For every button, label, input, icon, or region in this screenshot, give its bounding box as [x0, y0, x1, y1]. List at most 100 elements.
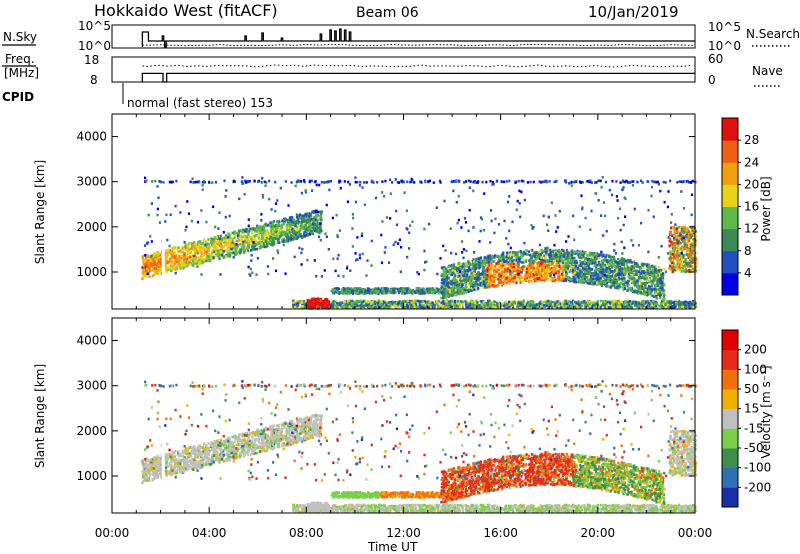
power-cell	[222, 239, 225, 242]
power-cell	[316, 222, 319, 225]
power-cell	[320, 212, 323, 215]
power-cell	[317, 306, 320, 310]
power-cell	[282, 240, 285, 243]
power-cell	[165, 259, 168, 263]
power-cell	[266, 235, 269, 238]
power-cell	[226, 245, 229, 248]
power-cell	[677, 242, 680, 246]
power-cell	[173, 261, 176, 264]
power-cell	[553, 275, 556, 279]
power-cell	[233, 232, 236, 235]
power-cell	[561, 301, 564, 304]
power-cell	[392, 301, 395, 304]
power-cell	[576, 301, 579, 305]
power-cell	[176, 258, 179, 262]
power-cell	[691, 229, 694, 232]
power-cell	[306, 226, 309, 230]
power-cell	[678, 264, 682, 268]
power-cell	[423, 306, 426, 309]
power-cell	[426, 305, 429, 309]
power-cell	[290, 234, 293, 237]
power-cell	[147, 264, 150, 268]
power-cell	[298, 234, 301, 238]
power-cell	[418, 292, 421, 295]
power-cell	[167, 248, 170, 252]
power-cell	[355, 304, 358, 307]
power-cell	[403, 292, 406, 295]
power-cell	[269, 221, 272, 224]
power-cell	[468, 306, 471, 310]
power-cell	[679, 256, 682, 260]
power-cell	[412, 303, 415, 307]
power-cell	[693, 249, 696, 252]
power-cell	[684, 270, 687, 274]
power-cell	[625, 300, 628, 304]
power-cell	[308, 303, 311, 306]
power-cell	[159, 265, 162, 269]
power-cell	[224, 243, 227, 246]
power-cell	[551, 303, 555, 306]
power-cell	[629, 305, 632, 309]
power-cell	[520, 254, 523, 258]
power-cell	[423, 299, 426, 303]
power-cell	[256, 242, 260, 245]
power-cell	[623, 273, 626, 277]
power-cell	[588, 300, 591, 304]
power-cell	[685, 262, 688, 265]
power-cell	[318, 224, 321, 227]
power-cell	[560, 253, 563, 257]
power-cell	[261, 240, 264, 244]
power-cell	[452, 263, 456, 266]
power-cell	[669, 237, 672, 241]
power-cell	[531, 304, 534, 307]
power-cell	[469, 285, 472, 289]
power-cell	[437, 289, 440, 292]
power-cell	[471, 305, 474, 309]
power-cell	[393, 291, 396, 295]
power-cell	[421, 292, 424, 295]
power-cell	[691, 261, 694, 264]
power-cell	[240, 246, 243, 249]
power-cell	[201, 254, 205, 258]
power-cell	[589, 273, 592, 276]
power-cell	[680, 254, 683, 258]
power-cell	[551, 304, 554, 308]
power-cell	[152, 254, 155, 258]
power-cell	[370, 292, 374, 295]
power-cell	[155, 252, 158, 256]
power-cell	[321, 300, 324, 304]
power-cell	[508, 305, 511, 309]
power-cell	[211, 240, 214, 244]
power-cell	[171, 265, 174, 268]
power-cell	[462, 291, 465, 295]
power-cell	[359, 291, 362, 295]
power-cell	[380, 304, 383, 308]
power-cell	[308, 218, 311, 221]
power-cell	[682, 269, 685, 273]
power-cell	[605, 254, 608, 257]
power-cell	[478, 305, 481, 309]
power-cell	[246, 244, 250, 248]
power-cell	[197, 241, 200, 244]
power-cell	[200, 262, 203, 265]
power-cell	[248, 229, 251, 233]
power-cell	[150, 262, 153, 265]
power-cell	[694, 230, 697, 233]
power-cell	[559, 252, 563, 255]
power-cell	[509, 300, 512, 304]
power-cell	[414, 290, 417, 293]
power-cell	[676, 256, 679, 259]
power-cell	[268, 232, 271, 236]
power-cell	[678, 237, 682, 240]
power-cell	[301, 226, 304, 230]
power-cell	[683, 247, 686, 251]
power-cell	[413, 305, 416, 309]
power-cell	[567, 278, 570, 282]
power-cell	[193, 259, 196, 262]
power-cell	[638, 304, 641, 308]
power-cell	[465, 289, 468, 292]
power-cell	[693, 231, 696, 234]
power-cell	[152, 258, 155, 261]
power-cell	[473, 305, 476, 308]
power-cell	[201, 242, 204, 245]
